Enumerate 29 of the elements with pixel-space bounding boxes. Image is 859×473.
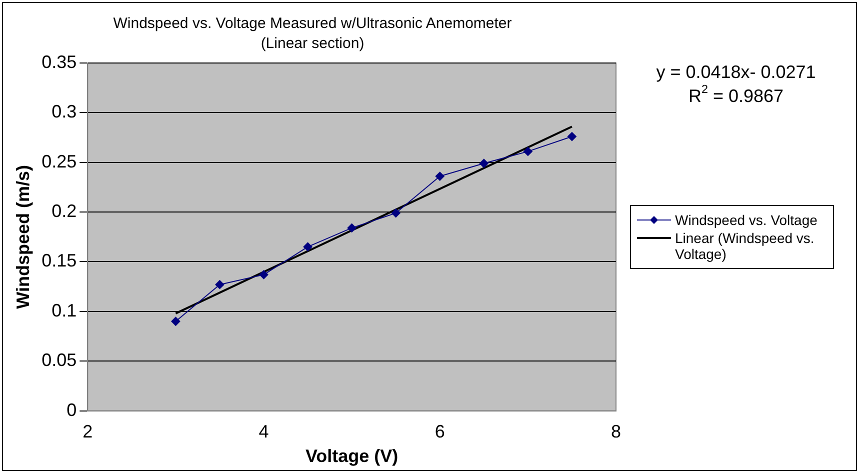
point [171,316,180,326]
x-axis-title: Voltage (V) [305,446,398,466]
y-tick-label: 0.35 [42,52,77,72]
y-tick-label: 0.15 [42,250,77,271]
y-tick-label: 0.25 [42,151,77,172]
y-tick-label: 0.2 [52,201,77,222]
y-tick-label: 0.3 [52,102,77,122]
y-tick-label: 0.1 [52,300,77,320]
point [347,223,356,232]
y-axis-title: Windspeed (m/s) [12,164,33,309]
text: y = 0.0418x- 0.0271 [656,62,816,82]
point [479,158,488,168]
point [303,242,312,252]
x-tick-label: 8 [610,422,622,442]
chart-title: Windspeed vs. Voltage Measured w/Ultrasonic Anemometer [113,15,512,32]
y-tick-label: 0.05 [42,350,77,370]
x-tick-label: 2 [82,422,93,442]
chart-subtitle: (Linear section) [260,35,364,52]
point [523,146,532,156]
x-tick-label: 4 [258,422,269,442]
x-tick-label: 6 [434,422,445,442]
point [567,132,576,142]
point [391,208,400,218]
legend-label: Linear (Windspeed vs. Voltage) [675,230,816,262]
point [259,270,268,280]
legend-label: Windspeed vs. Voltage [675,212,818,228]
y-tick-label: 0 [66,400,77,420]
point [215,280,224,290]
point [435,172,444,181]
